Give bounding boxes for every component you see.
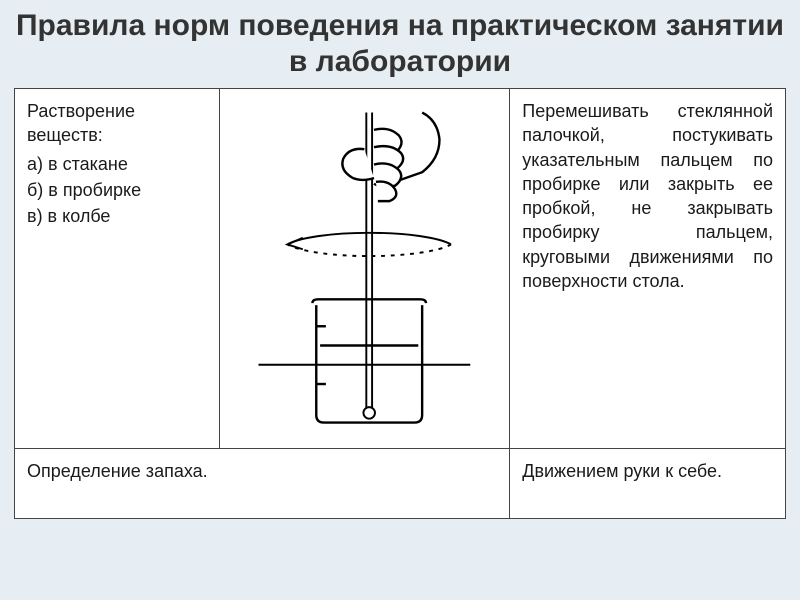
dissolving-item-b: б) в пробирке — [27, 178, 207, 202]
beaker-diagram — [220, 89, 509, 448]
cell-dissolving-right: Перемешивать стеклянной палочкой, постук… — [510, 89, 786, 449]
dissolving-instructions: Перемешивать стеклянной палочкой, постук… — [522, 99, 773, 293]
dissolving-header: Растворение веществ: — [27, 99, 207, 148]
dissolving-item-c: в) в колбе — [27, 204, 207, 228]
rules-table: Растворение веществ: а) в стакане б) в п… — [14, 88, 786, 519]
cell-smell-left: Определение запаха. — [15, 449, 510, 519]
cell-dissolving-left: Растворение веществ: а) в стакане б) в п… — [15, 89, 220, 449]
cell-diagram — [220, 89, 510, 449]
dissolving-item-a: а) в стакане — [27, 152, 207, 176]
page-title: Правила норм поведения на практическом з… — [14, 8, 786, 80]
cell-smell-right: Движением руки к себе. — [510, 449, 786, 519]
